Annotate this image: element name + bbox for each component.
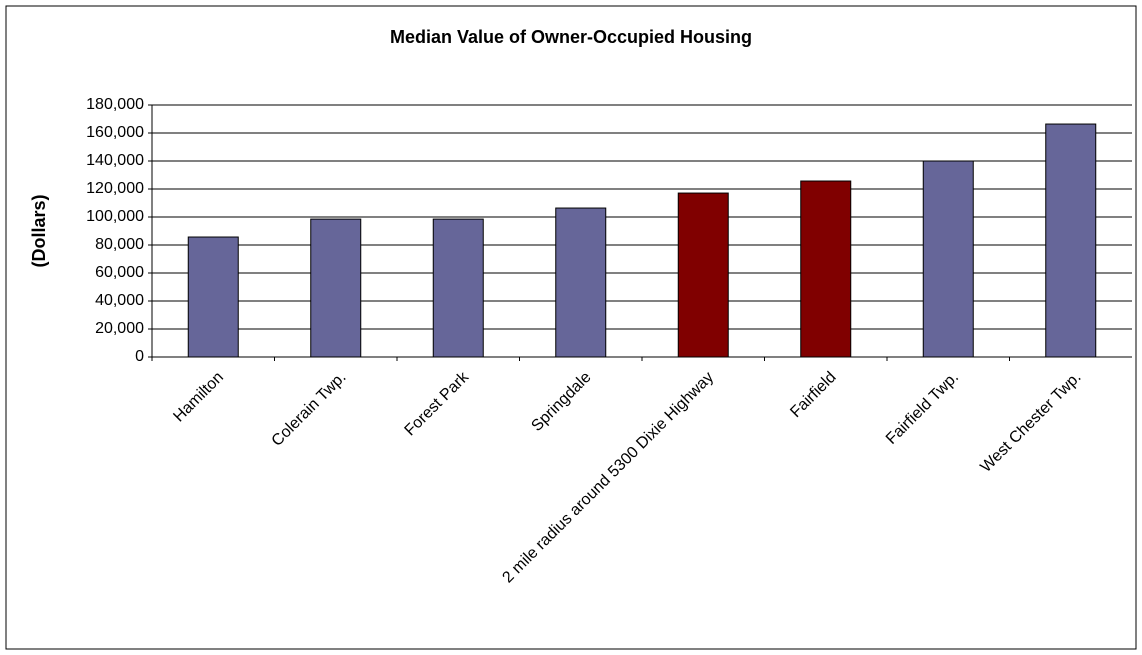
y-tick-label: 100,000 [86, 208, 144, 225]
bar [922, 160, 974, 358]
y-tick-label: 180,000 [86, 96, 144, 113]
y-tick-label: 20,000 [95, 320, 144, 337]
bar [1045, 123, 1097, 358]
y-tick-label: 120,000 [86, 180, 144, 197]
y-tick-label: 40,000 [95, 292, 144, 309]
y-axis-label: (Dollars) [29, 194, 49, 267]
y-tick-label: 140,000 [86, 152, 144, 169]
bar [310, 218, 362, 358]
bar [555, 207, 607, 358]
chart-title: Median Value of Owner-Occupied Housing [390, 27, 752, 47]
bar [432, 218, 484, 358]
bar [677, 192, 729, 358]
y-tick-label: 60,000 [95, 264, 144, 281]
bar [800, 180, 852, 358]
y-tick-label: 160,000 [86, 124, 144, 141]
y-tick-label: 0 [135, 348, 144, 365]
bar [187, 236, 239, 358]
y-tick-label: 80,000 [95, 236, 144, 253]
